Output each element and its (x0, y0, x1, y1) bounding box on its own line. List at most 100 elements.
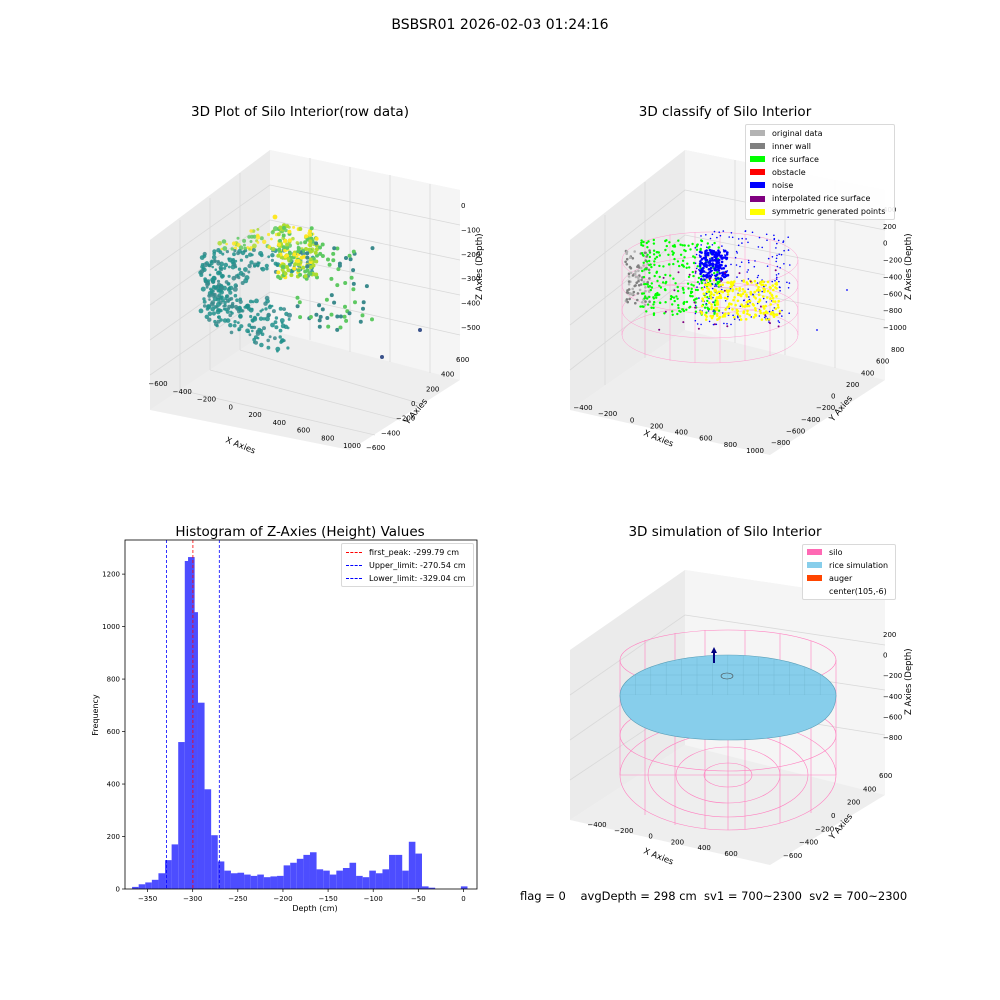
panel1-point (270, 237, 273, 241)
panel1-point (285, 242, 290, 247)
panel2-point (675, 295, 678, 298)
panel2-xtick-tick: −400 (573, 404, 592, 412)
panel2-point (645, 310, 648, 313)
panel2-point (650, 282, 653, 285)
panel2-point (671, 303, 674, 306)
panel1-point (280, 265, 285, 269)
panel2-point (708, 274, 712, 277)
panel1-point (296, 259, 301, 263)
panel2-point (722, 230, 725, 232)
panel4-zlabel: Z Axies (Depth) (904, 648, 914, 715)
panel1-point (351, 281, 356, 286)
panel2-point (739, 305, 742, 307)
panel4-xtick-tick: 200 (671, 838, 684, 846)
panel2-point (705, 286, 709, 290)
histogram-bar (349, 862, 357, 889)
panel1-point (216, 301, 221, 307)
panel2-point (744, 318, 748, 321)
panel1-point (224, 280, 229, 284)
panel2-point (674, 282, 677, 285)
panel2-point (687, 244, 690, 247)
panel2-point (673, 257, 676, 261)
panel1-point-cloud (198, 214, 422, 359)
panel1-point (198, 308, 204, 314)
panel2-point (746, 271, 748, 273)
panel2-point (686, 262, 689, 265)
panel2-point (714, 285, 716, 287)
panel1-point (342, 314, 347, 319)
panel2-point (683, 244, 686, 247)
panel1-point (320, 254, 325, 258)
panel2-point (691, 295, 694, 298)
panel2-point (728, 289, 731, 292)
panel2-point (747, 288, 749, 290)
panel2-point (735, 287, 738, 291)
panel1-point (361, 300, 366, 305)
panel2-point (767, 257, 770, 260)
panel1-point (238, 245, 244, 250)
panel2-point (625, 252, 628, 256)
panel1-point (335, 327, 340, 332)
panel1-point (228, 323, 233, 328)
panel2-point (779, 286, 781, 289)
panel1-point (219, 286, 224, 291)
panel1-point (318, 251, 323, 256)
legend-label: interpolated rice surface (772, 194, 871, 203)
panel2-point (714, 252, 718, 255)
panel1-point (258, 316, 264, 321)
panel1-point (274, 316, 279, 320)
panel2-xtick-tick: 800 (724, 441, 737, 449)
panel1-point (418, 328, 422, 332)
panel1-point (238, 297, 242, 301)
panel2-point (782, 241, 784, 244)
panel2-point (711, 283, 714, 285)
panel2-point (638, 288, 642, 292)
panel1-point (288, 251, 292, 256)
panel1-point (336, 267, 341, 272)
panel1-point (292, 225, 296, 229)
panel2-point (756, 276, 759, 279)
panel2-point (776, 276, 778, 279)
panel2-point (742, 280, 745, 283)
panel2-point (698, 262, 702, 266)
panel2-point (755, 283, 758, 287)
panel1-point (217, 315, 220, 319)
panel2-point (779, 290, 781, 292)
panel2-point (655, 271, 658, 274)
panel1-point (238, 313, 243, 319)
panel1-point (228, 285, 234, 291)
panel2-point (740, 261, 743, 263)
panel2-point (700, 235, 702, 237)
panel2-point (712, 310, 714, 312)
panel2-point (698, 283, 701, 285)
panel2-point (659, 286, 663, 289)
panel2-point (777, 325, 780, 328)
panel1-point (318, 314, 323, 319)
panel1-point (210, 300, 216, 305)
panel1-point (213, 259, 217, 263)
panel2-point (706, 246, 708, 248)
panel2-point (757, 289, 761, 292)
figure-title: BSBSR01 2026-02-03 01:24:16 (391, 17, 609, 33)
panel1-point (248, 333, 252, 337)
legend-label: noise (772, 180, 794, 190)
panel1-point (318, 245, 322, 250)
panel2-point (692, 284, 695, 287)
panel1-ytick-tick: 400 (441, 371, 454, 379)
panel2-point (748, 313, 751, 317)
legend-swatch (807, 588, 822, 594)
panel1-point (229, 330, 234, 335)
panel1-point (370, 246, 375, 251)
panel1-point (210, 277, 215, 282)
panel2-point (748, 261, 750, 264)
panel1-ytick-tick: −600 (366, 444, 385, 452)
panel2-point (681, 244, 684, 247)
panel1-point (380, 355, 384, 359)
panel2-point (710, 249, 714, 252)
panel2-point (736, 299, 740, 303)
panel2-point (685, 300, 689, 304)
panel2-point (730, 285, 733, 288)
panel2-point (706, 296, 709, 299)
histogram-bar (217, 861, 225, 889)
histogram-ylabel: Frequency (91, 694, 100, 736)
